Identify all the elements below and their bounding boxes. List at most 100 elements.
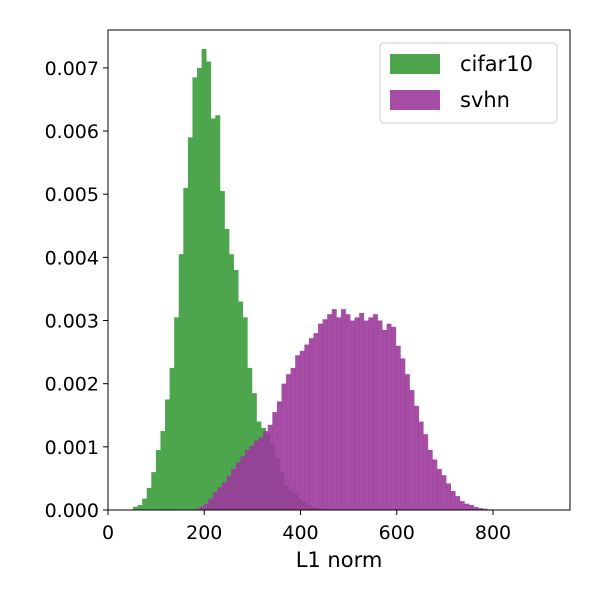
- svhn-bar: [304, 344, 310, 510]
- svhn-bar: [340, 309, 346, 510]
- svhn-bar: [217, 487, 223, 510]
- svhn-bar: [281, 383, 287, 510]
- y-tick-label: 0.000: [45, 500, 99, 522]
- svhn-bar: [240, 456, 246, 510]
- plot-frame: [107, 29, 571, 511]
- svhn-bar: [267, 424, 273, 510]
- cifar10-bar: [215, 115, 221, 510]
- y-tick-label: 0.006: [45, 121, 99, 143]
- svhn-bar: [414, 405, 419, 510]
- svhn-bar: [254, 440, 259, 510]
- cifar10-bar: [178, 254, 184, 510]
- svhn-bar: [446, 483, 451, 510]
- svhn-bar: [272, 412, 278, 510]
- cifar10-bar: [238, 301, 244, 510]
- y-tick-label: 0.005: [45, 184, 99, 206]
- svhn-bar: [391, 326, 397, 510]
- svhn-series: [194, 309, 493, 510]
- svhn-bar: [295, 355, 301, 510]
- svhn-bar: [313, 333, 319, 510]
- x-tick-label: 600: [379, 522, 415, 544]
- svhn-bar: [482, 508, 488, 510]
- cifar10-bar: [169, 367, 175, 510]
- cifar10-bar: [247, 367, 253, 510]
- svhn-bar: [473, 506, 479, 510]
- svhn-bar: [244, 450, 250, 510]
- cifar10-bar: [224, 228, 230, 510]
- svhn-bar: [235, 462, 241, 510]
- cifar10-bar: [192, 77, 198, 511]
- cifar10-bar: [160, 431, 166, 510]
- svhn-bar: [395, 345, 401, 510]
- svhn-bar: [423, 434, 429, 510]
- cifar10-bar: [151, 472, 157, 510]
- svhn-bar: [286, 374, 291, 510]
- svhn-bar: [318, 323, 323, 510]
- svhn-bar: [203, 503, 209, 510]
- svhn-bar: [354, 317, 360, 510]
- svhn-bar: [436, 468, 442, 510]
- y-tick-label: 0.004: [45, 247, 99, 269]
- legend-swatch-cifar10: [390, 54, 440, 74]
- svhn-bar: [427, 450, 433, 510]
- svhn-bar: [386, 323, 392, 510]
- svhn-bar: [331, 309, 337, 510]
- legend-label-cifar10: cifar10: [460, 52, 533, 76]
- legend-swatch-svhn: [390, 90, 440, 110]
- cifar10-bar: [219, 191, 225, 511]
- svhn-bar: [212, 492, 218, 510]
- cifar10-bar: [210, 118, 216, 511]
- cifar10-bar: [197, 67, 202, 510]
- svhn-bar: [468, 504, 474, 510]
- svhn-bar: [350, 320, 355, 510]
- cifar10-bar: [233, 270, 239, 510]
- x-axis: 0 200 400 600 800: [102, 510, 511, 544]
- svhn-bar: [478, 508, 483, 510]
- svhn-bar: [432, 459, 438, 510]
- cifar10-bar: [183, 187, 189, 510]
- cifar10-bar: [133, 506, 138, 510]
- svhn-bar: [345, 314, 351, 510]
- svhn-bar: [308, 338, 314, 510]
- x-tick-label: 0: [102, 522, 114, 544]
- cifar10-bar: [137, 504, 143, 510]
- y-tick-label: 0.003: [45, 311, 99, 333]
- cifar10-bar: [155, 450, 161, 510]
- x-tick-label: 800: [475, 522, 511, 544]
- svhn-bar: [377, 320, 383, 510]
- svhn-bar: [400, 358, 406, 510]
- svhn-bar: [222, 482, 227, 510]
- svhn-bar: [194, 508, 200, 510]
- cifar10-bar: [229, 254, 234, 510]
- legend-label-svhn: svhn: [460, 88, 510, 112]
- cifar10-bar: [146, 487, 152, 510]
- svhn-bar: [322, 319, 328, 510]
- y-tick-label: 0.007: [45, 58, 99, 80]
- svhn-bar: [455, 496, 461, 510]
- y-tick-label: 0.002: [45, 374, 99, 396]
- cifar10-bar: [174, 317, 180, 510]
- svhn-bar: [368, 317, 374, 510]
- svhn-bar: [263, 431, 269, 510]
- svhn-bar: [226, 475, 232, 510]
- svhn-bar: [372, 314, 378, 510]
- svhn-bar: [450, 491, 456, 510]
- svhn-bar: [258, 437, 264, 510]
- svhn-bar: [249, 445, 255, 510]
- svhn-bar: [409, 390, 415, 510]
- svhn-bar: [459, 501, 465, 510]
- svhn-bar: [208, 498, 214, 510]
- svhn-bar: [464, 503, 470, 510]
- y-axis: 0.000 0.001 0.002 0.003 0.004 0.005 0.006 0.007: [45, 58, 108, 522]
- svhn-bar: [231, 468, 237, 510]
- svhn-bar: [290, 367, 296, 510]
- svhn-bar: [404, 374, 410, 510]
- x-axis-label: L1 norm: [296, 548, 383, 572]
- cifar10-bar: [187, 137, 193, 510]
- svhn-bar: [418, 421, 424, 510]
- cifar10-bar: [165, 399, 170, 510]
- svhn-bar: [336, 317, 342, 510]
- svhn-bar: [199, 506, 205, 510]
- svhn-bar: [299, 350, 305, 510]
- cifar10-bar: [201, 48, 207, 510]
